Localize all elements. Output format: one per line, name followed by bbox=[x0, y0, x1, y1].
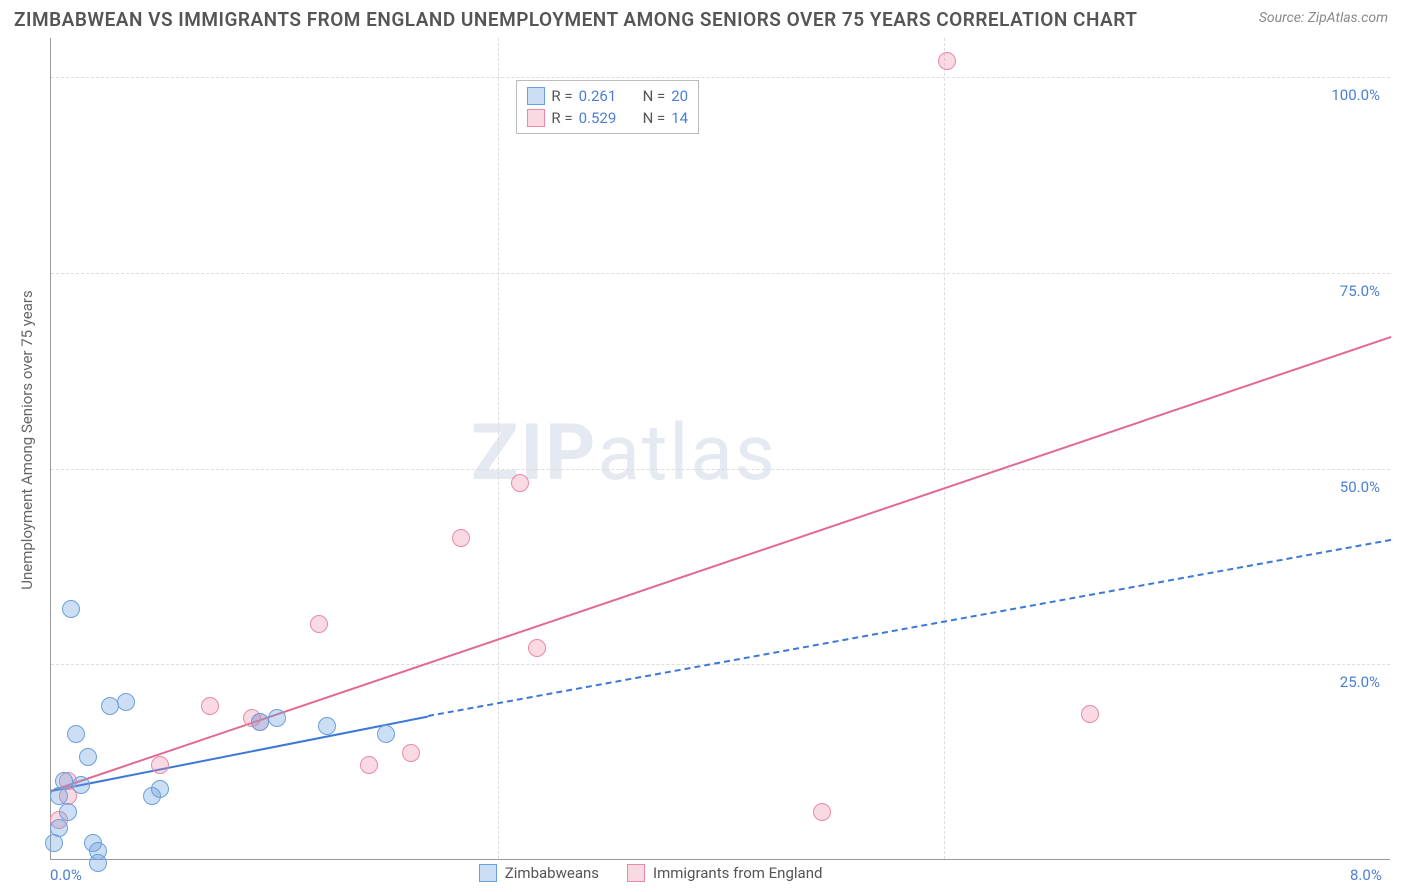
point-series-a bbox=[268, 709, 286, 727]
legend-item: Immigrants from England bbox=[627, 864, 822, 882]
point-series-a bbox=[377, 725, 395, 743]
point-series-b bbox=[1081, 705, 1099, 723]
point-series-b bbox=[402, 744, 420, 762]
point-series-b bbox=[511, 474, 529, 492]
legend-label: Zimbabweans bbox=[505, 864, 599, 882]
y-tick-label: 50.0% bbox=[1340, 478, 1380, 496]
point-series-a bbox=[151, 780, 169, 798]
legend-n-value: 20 bbox=[671, 87, 688, 105]
legend-r-value: 0.261 bbox=[579, 87, 637, 105]
legend-swatch bbox=[527, 87, 545, 105]
gridline-v bbox=[944, 38, 945, 859]
point-series-a bbox=[55, 772, 73, 790]
point-series-a bbox=[59, 803, 77, 821]
point-series-a bbox=[62, 600, 80, 618]
point-series-a bbox=[67, 725, 85, 743]
point-series-a bbox=[79, 748, 97, 766]
y-tick-label: 25.0% bbox=[1340, 673, 1380, 691]
legend-n-value: 14 bbox=[671, 109, 688, 127]
point-series-b bbox=[938, 52, 956, 70]
gridline-h bbox=[51, 664, 1390, 665]
legend-label: Immigrants from England bbox=[653, 864, 822, 882]
legend-r-label: R = bbox=[551, 109, 572, 127]
legend-n-label: N = bbox=[643, 109, 666, 127]
point-series-a bbox=[50, 819, 68, 837]
point-series-a bbox=[318, 717, 336, 735]
legend-correlation: R = 0.261 N = 20 R = 0.529 N = 14 bbox=[516, 80, 699, 134]
y-tick-label: 100.0% bbox=[1331, 86, 1380, 104]
legend-swatch bbox=[627, 864, 645, 882]
legend-r-value: 0.529 bbox=[579, 109, 637, 127]
y-axis-title: Unemployment Among Seniors over 75 years bbox=[18, 290, 36, 589]
watermark-bold: ZIP bbox=[471, 408, 597, 499]
point-series-a bbox=[251, 713, 269, 731]
chart-title: ZIMBABWEAN VS IMMIGRANTS FROM ENGLAND UN… bbox=[14, 8, 1137, 31]
gridline-h bbox=[51, 77, 1390, 78]
point-series-a bbox=[89, 854, 107, 872]
source-label: Source: ZipAtlas.com bbox=[1259, 10, 1388, 26]
legend-item: Zimbabweans bbox=[479, 864, 599, 882]
gridline-v bbox=[498, 38, 499, 859]
plot-area: ZIPatlas 25.0% 50.0% 75.0% 100.0% R = 0.261 N… bbox=[50, 38, 1390, 860]
point-series-b bbox=[452, 529, 470, 547]
legend-swatch bbox=[479, 864, 497, 882]
gridline-h bbox=[51, 273, 1390, 274]
point-series-b bbox=[813, 803, 831, 821]
legend-row: R = 0.261 N = 20 bbox=[527, 85, 688, 107]
x-tick-label: 8.0% bbox=[1350, 866, 1382, 884]
point-series-b bbox=[201, 697, 219, 715]
legend-r-label: R = bbox=[551, 87, 572, 105]
point-series-b bbox=[360, 756, 378, 774]
legend-series: Zimbabweans Immigrants from England bbox=[479, 864, 823, 882]
legend-row: R = 0.529 N = 14 bbox=[527, 107, 688, 129]
legend-swatch bbox=[527, 109, 545, 127]
point-series-a bbox=[117, 693, 135, 711]
point-series-b bbox=[528, 639, 546, 657]
point-series-a bbox=[45, 834, 63, 852]
legend-n-label: N = bbox=[643, 87, 666, 105]
point-series-b bbox=[151, 756, 169, 774]
watermark-rest: atlas bbox=[597, 408, 777, 499]
point-series-a bbox=[72, 776, 90, 794]
point-series-a bbox=[101, 697, 119, 715]
gridline-h bbox=[51, 469, 1390, 470]
trend-line-extension bbox=[428, 539, 1391, 717]
x-tick-label: 0.0% bbox=[50, 866, 82, 884]
point-series-b bbox=[310, 615, 328, 633]
y-tick-label: 75.0% bbox=[1340, 282, 1380, 300]
